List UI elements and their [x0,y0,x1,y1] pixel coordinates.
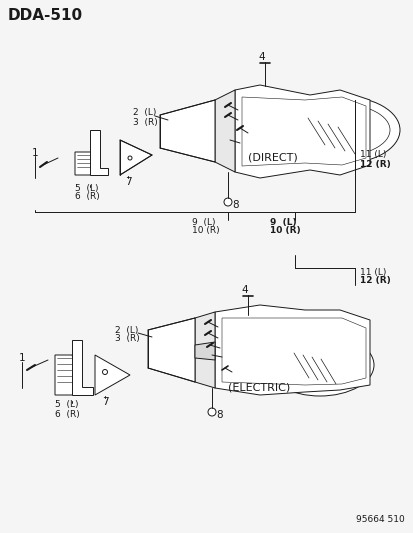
Text: 10 (R): 10 (R) [192,227,219,236]
Text: 1: 1 [19,353,25,363]
Text: 9  (L): 9 (L) [269,217,296,227]
Text: 6  (R): 6 (R) [75,192,100,201]
Polygon shape [72,340,93,395]
Text: 3  (R): 3 (R) [133,117,157,126]
Text: 10 (R): 10 (R) [269,227,300,236]
Text: 5  (L): 5 (L) [75,183,98,192]
Text: 9  (L): 9 (L) [192,217,215,227]
Polygon shape [235,85,369,178]
Polygon shape [159,100,214,162]
Polygon shape [120,140,152,175]
Text: 2  (L): 2 (L) [115,326,138,335]
Polygon shape [147,318,195,382]
Text: (ELECTRIC): (ELECTRIC) [228,383,290,393]
Text: 1: 1 [32,148,38,158]
Polygon shape [195,312,214,388]
Text: 2  (L): 2 (L) [133,109,156,117]
Text: 3  (R): 3 (R) [115,335,140,343]
Text: 95664 510: 95664 510 [356,515,404,524]
Polygon shape [242,97,365,166]
Text: 12 (R): 12 (R) [359,159,390,168]
Ellipse shape [279,96,399,164]
Text: (DIRECT): (DIRECT) [247,153,297,163]
Polygon shape [214,305,369,395]
Text: DDA-510: DDA-510 [8,8,83,23]
Text: 4: 4 [241,285,248,295]
Circle shape [223,198,231,206]
Text: 5  (L): 5 (L) [55,400,78,409]
Polygon shape [90,130,108,175]
Polygon shape [195,342,214,360]
Polygon shape [95,355,130,395]
Polygon shape [75,152,95,175]
Text: 12 (R): 12 (R) [359,277,390,286]
Text: 11 (L): 11 (L) [359,268,385,277]
Polygon shape [55,355,77,395]
Circle shape [207,408,216,416]
Ellipse shape [289,104,389,156]
Text: 4: 4 [258,52,265,62]
Polygon shape [221,318,365,385]
Ellipse shape [266,334,373,396]
Polygon shape [214,90,235,172]
Text: 7: 7 [102,397,108,407]
Text: 8: 8 [216,410,222,420]
Text: 11 (L): 11 (L) [359,150,385,159]
Text: 7: 7 [124,177,131,187]
Circle shape [128,156,132,160]
Circle shape [102,369,107,375]
Text: 6  (R): 6 (R) [55,409,80,418]
Text: 8: 8 [231,200,238,210]
Ellipse shape [274,341,364,389]
